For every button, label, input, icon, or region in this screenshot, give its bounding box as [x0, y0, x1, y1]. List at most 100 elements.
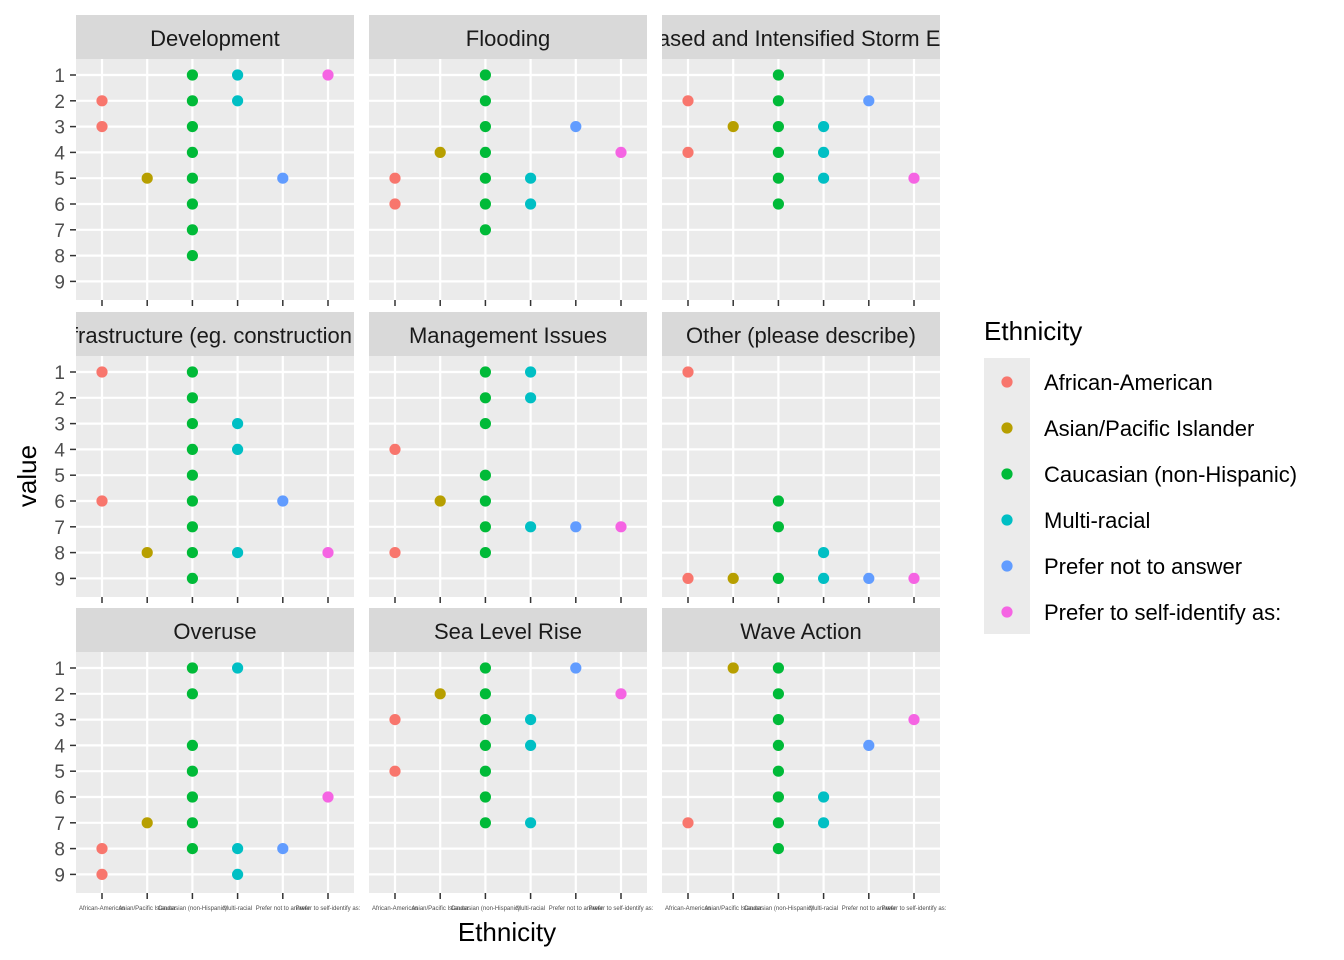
facet-panel: Other (please describe) — [662, 312, 940, 603]
facet-panel: Management Issues — [369, 312, 647, 603]
x-tick-label: African-American — [665, 906, 711, 912]
x-axis-title: Ethnicity — [458, 917, 556, 947]
data-point — [727, 572, 739, 585]
data-point — [186, 521, 198, 533]
data-point — [772, 172, 785, 184]
y-tick-label: 5 — [54, 466, 65, 487]
data-point — [479, 392, 491, 404]
y-tick-label: 5 — [54, 762, 65, 783]
y-tick-label: 7 — [54, 518, 65, 539]
data-point — [682, 817, 694, 829]
data-point — [818, 547, 830, 559]
data-point — [772, 198, 785, 210]
data-point — [818, 791, 830, 803]
data-point — [772, 817, 785, 829]
y-tick-label: 1 — [54, 66, 65, 87]
data-point — [863, 572, 875, 585]
data-point — [389, 172, 401, 184]
facet-panel: Infrastructure (eg. construction of 1 2 3 4 5… — [54, 312, 354, 603]
facet-strip — [76, 312, 354, 356]
data-point — [772, 121, 785, 133]
data-point — [186, 121, 198, 133]
data-point — [525, 392, 537, 404]
facet-panel: Overuse 1 2 3 4 5 6 7 8 9 African-AmericanAsian/Pa… — [54, 608, 361, 912]
data-point — [772, 572, 785, 585]
data-point — [525, 521, 537, 533]
panel-background — [662, 59, 940, 300]
data-point — [141, 817, 153, 829]
x-tick-label: African-American — [79, 906, 125, 912]
data-point — [479, 495, 491, 507]
y-tick-label: 6 — [54, 195, 65, 216]
data-point — [232, 95, 244, 107]
y-tick-label: 1 — [54, 659, 65, 680]
data-point — [772, 146, 785, 158]
panel-background — [369, 59, 647, 300]
facet-title: Wave Action — [740, 619, 861, 644]
data-point — [772, 714, 785, 726]
data-point — [186, 172, 198, 184]
y-tick-label: 8 — [54, 840, 65, 861]
data-point — [96, 121, 108, 133]
y-tick-label: 6 — [54, 788, 65, 809]
data-point — [232, 662, 244, 674]
facet-strip — [369, 312, 647, 356]
data-point — [96, 495, 108, 507]
facet-title: Overuse — [173, 619, 256, 644]
facet-panels: Development 1 2 3 4 5 6 7 8 9 Flooding Increased an… — [54, 15, 947, 912]
data-point — [772, 495, 785, 507]
legend-label: Multi-racial — [1044, 508, 1150, 533]
facet-panel: Increased and Intensified Storm Events — [662, 15, 940, 306]
data-point — [186, 688, 198, 700]
facet-strip — [369, 15, 647, 59]
data-point — [232, 868, 244, 881]
data-point — [277, 843, 289, 855]
data-point — [186, 418, 198, 430]
data-point — [570, 521, 582, 533]
y-tick-label: 1 — [54, 363, 65, 384]
x-tick-label: African-American — [372, 906, 418, 912]
data-point — [682, 572, 694, 585]
data-point — [525, 366, 537, 378]
panel-background — [369, 652, 647, 893]
data-point — [772, 688, 785, 700]
facet-title: Other (please describe) — [686, 323, 916, 348]
data-point — [525, 198, 537, 210]
panel-background — [76, 59, 354, 300]
data-point — [818, 172, 830, 184]
y-tick-label: 2 — [54, 92, 65, 113]
legend-label: Prefer to self-identify as: — [1044, 600, 1281, 625]
data-point — [908, 714, 920, 726]
y-tick-label: 4 — [54, 440, 65, 461]
data-point — [186, 146, 198, 158]
data-point — [277, 172, 289, 184]
legend-key — [1001, 514, 1013, 526]
data-point — [772, 791, 785, 803]
x-tick-label: Prefer to self-identify as: — [882, 906, 947, 912]
y-tick-label: 7 — [54, 221, 65, 242]
data-point — [863, 739, 875, 752]
data-point — [479, 69, 491, 81]
data-point — [186, 250, 198, 262]
facet-strip — [662, 15, 940, 59]
facet-title: Sea Level Rise — [434, 619, 582, 644]
data-point — [479, 791, 491, 803]
data-point — [479, 95, 491, 107]
legend-key-background — [984, 358, 1030, 634]
x-tick-label: Caucasian (non-Hispanic) — [744, 906, 813, 912]
legend-label: African-American — [1044, 370, 1213, 395]
x-tick-label: Multi-racial — [516, 906, 545, 912]
data-point — [479, 366, 491, 378]
data-point — [479, 714, 491, 726]
data-point — [186, 791, 198, 803]
data-point — [772, 765, 785, 777]
data-point — [772, 662, 785, 674]
data-point — [389, 198, 401, 210]
data-point — [479, 121, 491, 133]
facet-strip — [76, 15, 354, 59]
facet-strip — [76, 608, 354, 652]
data-point — [186, 817, 198, 829]
legend: Ethnicity African-American Asian/Pacific … — [984, 316, 1297, 634]
data-point — [727, 121, 739, 133]
